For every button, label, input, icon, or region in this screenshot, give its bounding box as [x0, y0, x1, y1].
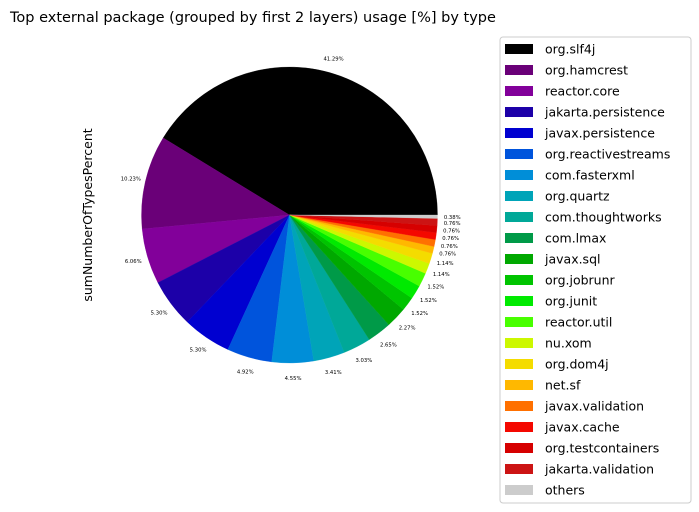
- pie-value-label-2: 6.06%: [125, 259, 142, 265]
- pie-value-labels: 41.29% 10.23% 6.06% 5.30% 5.30% 4.92% 4.55% 3.4…: [121, 56, 461, 381]
- legend-swatch-12: [505, 296, 533, 306]
- legend-label-0: org.slf4j: [545, 42, 595, 57]
- pie-value-label-16: 0.76%: [439, 251, 456, 257]
- legend-swatch-18: [505, 422, 533, 432]
- pie-value-label-15: 1.14%: [437, 261, 454, 267]
- pie-value-label-18: 0.76%: [442, 236, 459, 242]
- pie-value-label-21: 0.38%: [444, 215, 461, 221]
- pie-value-label-1: 10.23%: [121, 176, 141, 182]
- legend-swatch-17: [505, 401, 533, 411]
- legend-swatch-6: [505, 170, 533, 180]
- legend-label-16: net.sf: [545, 378, 581, 393]
- legend-label-8: com.thoughtworks: [545, 210, 662, 225]
- pie-value-label-20: 0.76%: [444, 221, 461, 227]
- pie-value-label-7: 3.41%: [325, 370, 342, 376]
- pie-value-label-0: 41.29%: [323, 56, 343, 62]
- legend-label-10: javax.sql: [544, 252, 600, 267]
- legend-label-19: org.testcontainers: [545, 441, 659, 456]
- legend-swatch-9: [505, 233, 533, 243]
- legend-label-15: org.dom4j: [545, 357, 609, 372]
- legend-swatch-16: [505, 380, 533, 390]
- legend-label-13: reactor.util: [545, 315, 612, 330]
- pie-value-label-11: 1.52%: [411, 311, 428, 317]
- pie-value-label-13: 1.52%: [427, 284, 444, 290]
- pie-value-label-4: 5.30%: [190, 348, 207, 354]
- legend-label-9: com.lmax: [545, 231, 606, 246]
- legend-swatch-13: [505, 317, 533, 327]
- pie-value-label-6: 4.55%: [285, 376, 302, 382]
- chart-title: Top external package (grouped by first 2…: [9, 10, 496, 26]
- legend-swatch-8: [505, 212, 533, 222]
- legend-swatch-4: [505, 128, 533, 138]
- pie-value-label-8: 3.03%: [355, 358, 372, 364]
- legend-swatch-19: [505, 443, 533, 453]
- legend-label-4: javax.persistence: [544, 126, 655, 141]
- legend-swatch-20: [505, 464, 533, 474]
- pie-value-label-14: 1.14%: [433, 272, 450, 278]
- pie-value-label-5: 4.92%: [237, 370, 254, 376]
- pie-value-label-19: 0.76%: [443, 229, 460, 235]
- legend-label-5: org.reactivestreams: [545, 147, 670, 162]
- legend-label-6: com.fasterxml: [545, 168, 635, 183]
- legend-swatch-10: [505, 254, 533, 264]
- y-axis-label: sumNumberOfTypesPercent: [80, 128, 95, 301]
- pie-value-label-17: 0.76%: [441, 244, 458, 250]
- pie-value-label-10: 2.27%: [399, 326, 416, 332]
- legend-swatch-15: [505, 359, 533, 369]
- legend-swatch-2: [505, 86, 533, 96]
- legend-label-17: javax.validation: [544, 399, 644, 414]
- legend-swatch-11: [505, 275, 533, 285]
- legend: org.slf4j org.hamcrest reactor.core jakarta…: [499, 36, 692, 504]
- legend-label-20: jakarta.validation: [544, 462, 654, 477]
- pie-value-label-12: 1.52%: [420, 298, 437, 304]
- legend-swatch-1: [505, 65, 533, 75]
- legend-label-1: org.hamcrest: [545, 63, 628, 78]
- legend-frame: [499, 36, 692, 504]
- pie-slice-1: [141, 137, 290, 230]
- legend-swatch-5: [505, 149, 533, 159]
- pie-slices: [141, 66, 438, 364]
- legend-label-14: nu.xom: [545, 336, 592, 351]
- legend-label-12: org.junit: [545, 294, 597, 309]
- legend-swatch-0: [505, 44, 533, 54]
- pie-value-label-3: 5.30%: [151, 310, 168, 316]
- legend-label-21: others: [545, 483, 585, 498]
- legend-items: org.slf4j org.hamcrest reactor.core jakarta…: [505, 42, 670, 498]
- legend-label-18: javax.cache: [544, 420, 620, 435]
- pie-slice-21: [289, 214, 438, 219]
- legend-swatch-3: [505, 107, 533, 117]
- legend-swatch-21: [505, 485, 533, 495]
- legend-swatch-14: [505, 338, 533, 348]
- legend-label-11: org.jobrunr: [545, 273, 616, 288]
- pie-value-label-9: 2.65%: [380, 342, 397, 348]
- legend-label-2: reactor.core: [545, 84, 620, 99]
- legend-swatch-7: [505, 191, 533, 201]
- legend-label-3: jakarta.persistence: [544, 105, 665, 120]
- legend-label-7: org.quartz: [545, 189, 610, 204]
- pie-slice-0: [162, 66, 438, 216]
